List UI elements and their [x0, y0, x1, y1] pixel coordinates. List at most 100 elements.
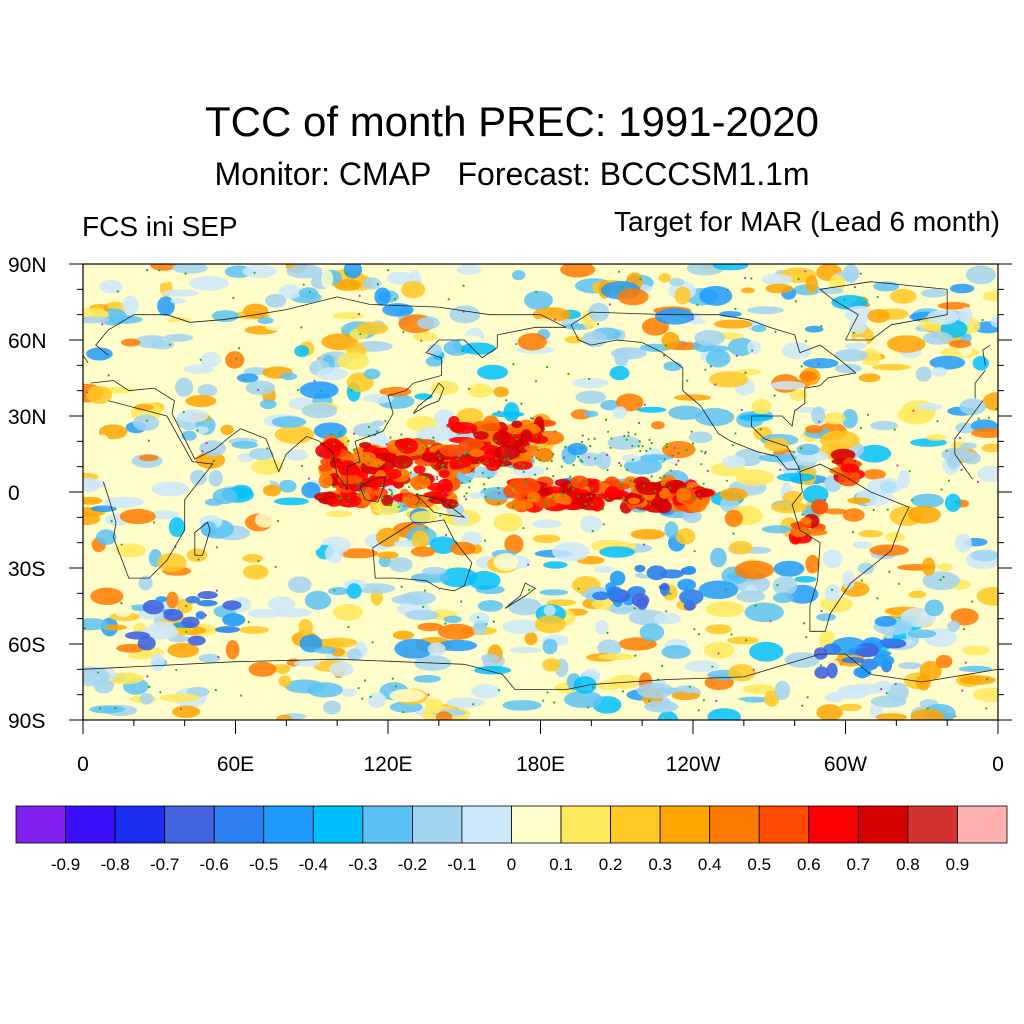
significance-dot	[339, 430, 343, 433]
field-patch	[405, 609, 439, 621]
field-patch	[563, 503, 583, 511]
field-patch	[982, 290, 998, 302]
significance-dot	[196, 429, 199, 432]
significance-dot	[535, 435, 538, 438]
field-patch	[924, 599, 944, 617]
significance-dot	[910, 499, 914, 502]
significance-dot	[684, 486, 687, 490]
field-patch	[167, 642, 200, 658]
field-patch	[208, 469, 223, 487]
significance-dot	[522, 526, 525, 530]
field-patch	[910, 708, 945, 720]
significance-dot	[401, 449, 404, 452]
significance-dot	[444, 533, 448, 537]
field-patch	[359, 441, 372, 449]
field-patch	[174, 580, 201, 593]
significance-dot	[665, 446, 668, 449]
field-patch	[866, 383, 883, 404]
significance-dot	[643, 403, 646, 406]
significance-dot	[690, 430, 693, 433]
significance-dot	[176, 625, 179, 628]
field-patch	[844, 342, 867, 350]
significance-dot	[232, 296, 235, 300]
significance-dot	[805, 636, 808, 639]
colorbar-label: 0.5	[747, 855, 771, 874]
field-patch	[852, 541, 873, 549]
field-patch	[220, 424, 234, 435]
field-patch	[947, 620, 960, 632]
significance-dot	[567, 372, 570, 375]
field-patch	[958, 665, 993, 673]
field-patch	[181, 430, 197, 441]
field-patch	[284, 679, 324, 694]
significance-dot	[199, 358, 202, 361]
significance-dot	[369, 695, 372, 698]
significance-dot	[641, 496, 644, 499]
field-patch	[965, 265, 996, 285]
field-patch	[659, 423, 691, 443]
field-patch	[653, 498, 670, 505]
field-patch	[636, 406, 667, 413]
field-patch	[425, 698, 444, 714]
colorbar-label: 0.8	[896, 855, 920, 874]
significance-dot	[253, 271, 256, 274]
field-patch	[834, 349, 868, 362]
significance-dot	[474, 434, 478, 437]
field-patch	[719, 487, 748, 501]
significance-dot	[664, 344, 667, 347]
field-patch	[542, 658, 561, 672]
field-patch	[185, 394, 217, 408]
field-patch	[675, 528, 696, 545]
field-patch	[761, 273, 793, 286]
field-patch	[166, 591, 179, 609]
field-patch	[863, 469, 887, 480]
field-patch	[356, 321, 389, 335]
significance-dot	[538, 458, 542, 461]
colorbar-box	[758, 805, 810, 844]
colorbar-box	[15, 805, 66, 844]
field-patch	[104, 496, 144, 508]
significance-dot	[333, 589, 336, 592]
significance-dot	[694, 486, 697, 489]
significance-dot	[451, 503, 454, 506]
significance-dot	[420, 438, 423, 442]
field-patch	[262, 484, 282, 497]
significance-dot	[561, 494, 564, 497]
significance-dot	[415, 503, 418, 507]
field-patch	[794, 576, 817, 583]
significance-dot	[152, 521, 156, 524]
significance-dot	[960, 468, 963, 471]
significance-dot	[715, 699, 718, 703]
significance-dot	[407, 485, 411, 489]
field-patch	[377, 551, 399, 560]
field-patch	[362, 277, 382, 290]
significance-dot	[591, 478, 594, 481]
significance-dot	[205, 441, 208, 445]
significance-dot	[350, 389, 353, 392]
significance-dot	[345, 502, 349, 506]
field-patch	[318, 473, 333, 489]
significance-dot	[568, 483, 572, 486]
field-patch	[206, 675, 223, 687]
field-patch	[194, 426, 209, 434]
significance-dot	[797, 278, 800, 281]
significance-dot	[448, 438, 452, 441]
significance-dot	[586, 495, 589, 499]
field-patch	[707, 708, 741, 720]
significance-dot	[300, 464, 304, 468]
significance-dot	[266, 447, 269, 450]
field-patch	[481, 423, 502, 432]
significance-dot	[642, 484, 646, 487]
significance-dot	[564, 492, 567, 495]
significance-dot	[700, 463, 703, 466]
significance-dot	[409, 496, 412, 499]
field-patch	[959, 398, 987, 415]
field-patch	[473, 431, 489, 440]
field-patch	[83, 496, 103, 505]
field-patch	[492, 430, 511, 446]
field-patch	[509, 647, 542, 654]
significance-dot	[217, 655, 220, 659]
field-patch	[304, 590, 332, 610]
field-patch	[875, 713, 908, 720]
field-patch	[316, 367, 348, 381]
